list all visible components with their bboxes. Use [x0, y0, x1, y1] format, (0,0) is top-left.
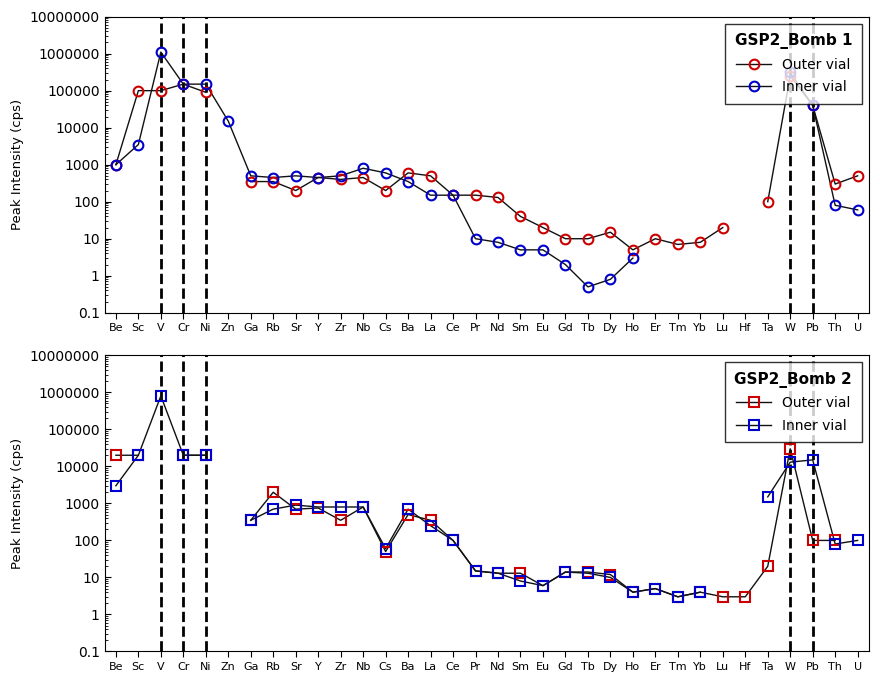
Y-axis label: Peak Intensity (cps): Peak Intensity (cps) [11, 438, 24, 569]
Legend: Outer vial, Inner vial: Outer vial, Inner vial [725, 362, 862, 443]
Y-axis label: Peak Intensity (cps): Peak Intensity (cps) [11, 99, 24, 230]
Legend: Outer vial, Inner vial: Outer vial, Inner vial [725, 23, 862, 104]
